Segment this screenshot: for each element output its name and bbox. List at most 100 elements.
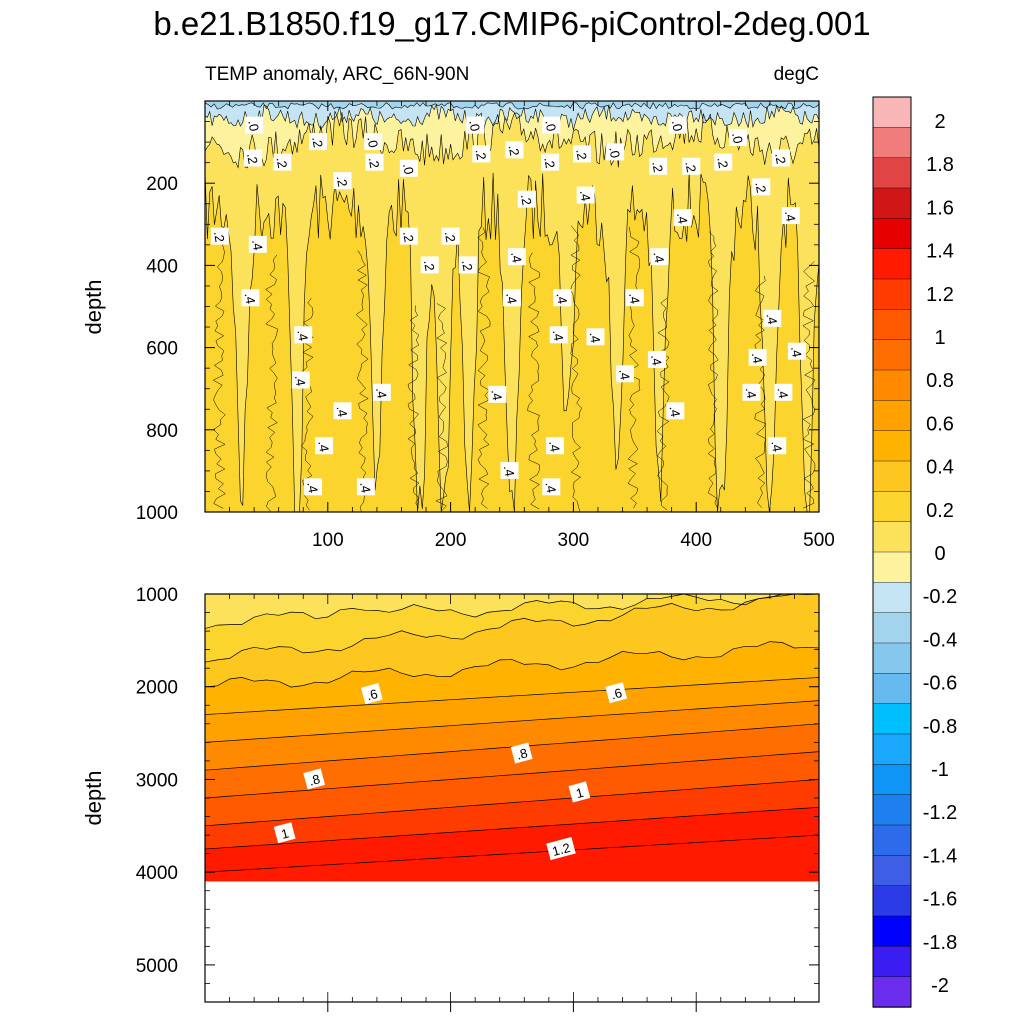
x-tick-label: 200 — [435, 530, 467, 551]
lower-plot-area — [205, 594, 819, 1002]
contour-label-text: .2 — [366, 156, 383, 169]
contour-label: .4 — [615, 365, 634, 383]
lower-contour-line — [205, 779, 819, 827]
contour-label: 1 — [273, 822, 296, 844]
upper-contour-line — [205, 102, 819, 110]
contour-label-text: .4 — [782, 210, 799, 223]
contour-label-text: .4 — [373, 386, 390, 399]
upper-contour-line — [802, 261, 816, 509]
contour-label-text: .4 — [626, 292, 643, 305]
upper-ticks: 100 200 300 400 500 200 400 600 800 1000 — [136, 101, 835, 551]
contour-label-box — [673, 209, 692, 227]
contour-label: .6 — [605, 682, 628, 704]
upper-contour-lines — [205, 102, 819, 512]
colorbar-label: -1 — [931, 759, 949, 781]
lower-contour-line — [205, 641, 819, 688]
contour-label-box — [666, 402, 685, 420]
colorbar-swatch — [872, 551, 912, 584]
contour-label-text: .2 — [714, 156, 731, 169]
upper-contour-line — [477, 227, 491, 509]
contour-label-box — [273, 153, 292, 171]
contour-label-text: .2 — [459, 259, 476, 272]
colorbar-swatch — [872, 278, 912, 311]
contour-label: .2 — [752, 178, 771, 196]
contour-label-text: .0 — [542, 119, 559, 132]
contour-label-box — [399, 227, 418, 245]
contour-label-box — [714, 153, 733, 171]
colorbar-swatch — [872, 339, 912, 371]
colorbar-swatch — [872, 582, 912, 614]
upper-contour-line — [627, 226, 641, 509]
contour-label: .4 — [248, 235, 267, 253]
contour-label: 1.2 — [546, 836, 576, 861]
contour-label: .2 — [333, 172, 352, 190]
contour-label: .4 — [545, 437, 564, 455]
contour-label-box — [304, 478, 323, 496]
contour-label-box — [650, 248, 669, 266]
contour-label-box — [303, 768, 326, 790]
contour-label-text: 1 — [574, 785, 585, 801]
contour-label: .4 — [576, 186, 595, 204]
upper-contour-line — [205, 103, 819, 131]
lower-contour-labels: .6 .6 .8 .8 1 1 1.2 — [273, 682, 628, 861]
contour-label: .4 — [500, 461, 519, 479]
contour-label-box — [542, 116, 561, 134]
upper-panel: .0 .2 .0 .0 .0 .0 .0 .2 .2 .2 .2 .0 .2 .2 .2 .2 .0 .2 .2 .2… — [81, 100, 835, 551]
contour-label-text: .4 — [554, 292, 571, 305]
contour-label-box — [333, 402, 352, 420]
colorbar-swatch — [872, 824, 912, 857]
contour-label-text: .0 — [466, 119, 483, 132]
contour-label-box — [549, 326, 568, 344]
contour-label: .4 — [768, 437, 787, 455]
upper-contour-line — [265, 254, 278, 512]
x-tick-label: 500 — [803, 530, 835, 551]
contour-label: .4 — [241, 289, 260, 307]
colorbar-swatch — [872, 946, 912, 978]
contour-label: .2 — [472, 145, 491, 163]
lower-contour-line — [205, 677, 819, 715]
contour-label: .0 — [728, 128, 747, 146]
colorbar-swatch — [872, 612, 912, 644]
contour-label: .2 — [541, 153, 560, 171]
contour-label: .4 — [650, 248, 669, 266]
contour-label-box — [542, 478, 561, 496]
contour-label-text: .4 — [768, 440, 785, 453]
contour-label-box — [458, 256, 477, 274]
colorbar-label: 0.8 — [926, 370, 954, 392]
contour-label-box — [649, 157, 668, 175]
contour-label-text: .6 — [365, 686, 379, 703]
contour-label: .4 — [503, 289, 521, 307]
contour-label: 1 — [568, 781, 591, 803]
colorbar-label: -0.4 — [923, 629, 957, 651]
contour-label-box — [510, 742, 533, 764]
contour-label-box — [472, 145, 491, 163]
contour-label-text: .4 — [304, 481, 321, 494]
contour-label-box — [576, 186, 595, 204]
y-tick-label: 200 — [146, 174, 178, 195]
y-tick-label: 5000 — [136, 956, 178, 977]
contour-label: .8 — [510, 742, 533, 764]
contour-label-box — [572, 145, 591, 163]
contour-label-text: .2 — [649, 160, 666, 173]
contour-label-box — [768, 437, 787, 455]
contour-label-box — [248, 235, 267, 253]
contour-label-text: .4 — [648, 353, 665, 366]
contour-label: .0 — [399, 159, 418, 177]
lower-contour-line — [205, 806, 819, 850]
contour-label-box — [441, 227, 460, 245]
contour-label-box — [356, 478, 375, 496]
contour-label-text: .4 — [667, 405, 684, 418]
contour-label-text: .4 — [651, 251, 668, 264]
contour-label-box — [364, 133, 383, 151]
lower-contour-line — [205, 594, 819, 629]
upper-contour-labels: .0 .2 .0 .0 .0 .0 .0 .2 .2 .2 .2 .0 .2 .2 .2 .2 .0 .2 .2 .2… — [210, 116, 806, 496]
colorbar-label: 1.8 — [926, 154, 954, 176]
contour-label: .4 — [666, 402, 685, 420]
contour-label-box — [682, 157, 701, 175]
contour-label: .4 — [625, 289, 644, 307]
contour-label-text: .2 — [573, 148, 590, 161]
colorbar-label: 2 — [934, 111, 945, 133]
contour-label-text: .4 — [764, 312, 781, 325]
contour-label: .0 — [364, 133, 383, 151]
contour-label: .2 — [714, 153, 733, 171]
